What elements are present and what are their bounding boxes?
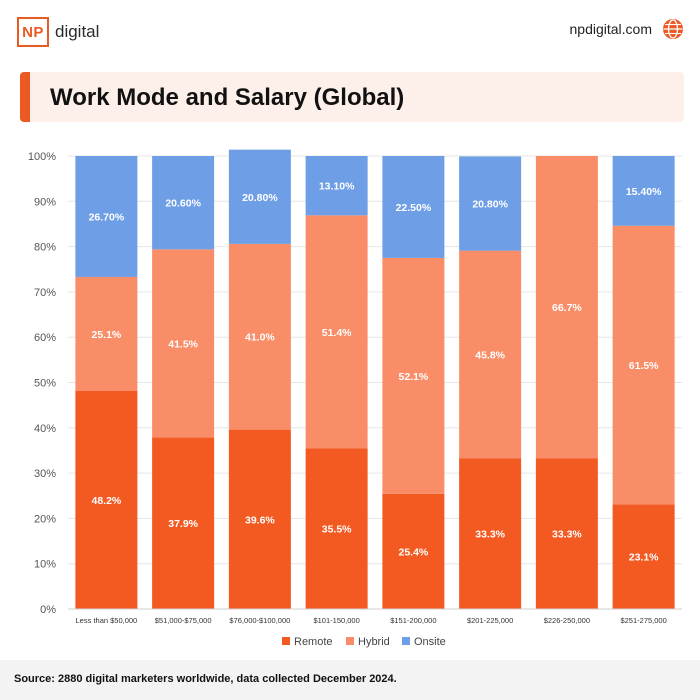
- data-label: 23.1%: [629, 552, 659, 564]
- data-label: 35.5%: [322, 524, 352, 536]
- data-label: 25.1%: [91, 329, 121, 341]
- y-tick-label: 10%: [34, 559, 56, 571]
- y-tick-label: 50%: [34, 378, 56, 390]
- data-label: 26.70%: [89, 211, 125, 223]
- logo-text: digital: [55, 22, 100, 41]
- x-tick-label: $101-150,000: [313, 616, 359, 625]
- bar-segment-onsite: [75, 156, 138, 277]
- data-label: 45.8%: [475, 349, 505, 361]
- x-tick-label: Less than $50,000: [76, 616, 138, 625]
- legend-label: Hybrid: [358, 636, 390, 648]
- title-band: [20, 72, 684, 122]
- x-tick-label: $76,000-$100,000: [229, 616, 290, 625]
- data-label: 20.80%: [472, 199, 508, 211]
- bar-segment-hybrid: [459, 250, 522, 459]
- data-label: 20.80%: [242, 192, 278, 204]
- bar-segment-hybrid: [305, 215, 368, 449]
- bar-segment-onsite: [382, 156, 445, 258]
- page-title: Work Mode and Salary (Global): [50, 84, 405, 111]
- data-label: 41.5%: [168, 338, 198, 350]
- y-tick-label: 80%: [34, 242, 56, 254]
- data-label: 41.0%: [245, 332, 275, 344]
- bar-segment-onsite: [228, 149, 291, 244]
- bar-segment-hybrid: [228, 243, 291, 430]
- bar-segment-onsite: [459, 156, 522, 251]
- x-tick-label: $226-250,000: [544, 616, 590, 625]
- site-url: npdigital.com: [569, 21, 653, 37]
- bar-segment-remote: [612, 504, 675, 609]
- data-label: 66.7%: [552, 302, 582, 314]
- y-tick-label: 0%: [40, 604, 56, 616]
- bar-segment-onsite: [305, 156, 368, 216]
- legend-swatch-onsite: [402, 637, 410, 645]
- y-tick-label: 90%: [34, 196, 56, 208]
- data-label: 61.5%: [629, 360, 659, 372]
- data-label: 39.6%: [245, 514, 275, 526]
- bar-segment-hybrid: [612, 225, 675, 505]
- bar-segment-remote: [535, 458, 598, 609]
- globe-icon: [663, 19, 683, 39]
- x-tick-label: $251-275,000: [620, 616, 666, 625]
- bar-segment-hybrid: [75, 276, 138, 391]
- bar-segment-remote: [459, 458, 522, 609]
- y-tick-label: 20%: [34, 513, 56, 525]
- source-note: Source: 2880 digital marketers worldwide…: [14, 673, 397, 685]
- bar-segment-hybrid: [382, 257, 445, 494]
- header: NP digital npdigital.com: [0, 0, 700, 62]
- bar-segment-onsite: [152, 156, 215, 250]
- data-label: 48.2%: [91, 495, 121, 507]
- y-tick-label: 60%: [34, 332, 56, 344]
- data-label: 37.9%: [168, 518, 198, 530]
- footer: Source: 2880 digital marketers worldwide…: [0, 660, 700, 700]
- x-tick-label: $51,000-$75,000: [155, 616, 212, 625]
- legend-label: Remote: [294, 636, 333, 648]
- legend-swatch-hybrid: [346, 637, 354, 645]
- data-label: 15.40%: [626, 186, 662, 198]
- logo-mark: NP: [17, 17, 49, 47]
- data-label: 20.60%: [165, 198, 201, 210]
- bar-segment-remote: [152, 437, 215, 609]
- y-tick-label: 100%: [28, 151, 56, 163]
- bar-segment-remote: [75, 390, 138, 609]
- stacked-bar-chart: 0% 10% 20% 30% 40% 50% 60% 70% 80% 90% 100% 48.2% 25…: [28, 149, 682, 648]
- bar-segment-hybrid: [535, 156, 598, 459]
- y-tick-label: 40%: [34, 423, 56, 435]
- bar-segment-remote: [305, 448, 368, 609]
- data-label: 51.4%: [322, 327, 352, 339]
- data-label: 13.10%: [319, 181, 355, 193]
- np-digital-logo[interactable]: NP digital: [17, 16, 99, 48]
- x-tick-label: $201-225,000: [467, 616, 513, 625]
- data-label: 22.50%: [396, 202, 432, 214]
- bar-segment-onsite: [612, 156, 675, 226]
- y-tick-label: 30%: [34, 468, 56, 480]
- legend-label: Onsite: [414, 636, 446, 648]
- bar-segment-remote: [382, 493, 445, 609]
- data-label: 52.1%: [398, 371, 428, 383]
- title-accent: [20, 72, 30, 122]
- data-label: 33.3%: [475, 529, 505, 541]
- y-tick-label: 70%: [34, 287, 56, 299]
- site-link[interactable]: npdigital.com: [570, 18, 685, 40]
- bar-segment-remote: [228, 429, 291, 609]
- data-label: 25.4%: [398, 546, 428, 558]
- data-label: 33.3%: [552, 529, 582, 541]
- x-tick-label: $151-200,000: [390, 616, 436, 625]
- bar-segment-hybrid: [152, 249, 215, 438]
- legend-swatch-remote: [282, 637, 290, 645]
